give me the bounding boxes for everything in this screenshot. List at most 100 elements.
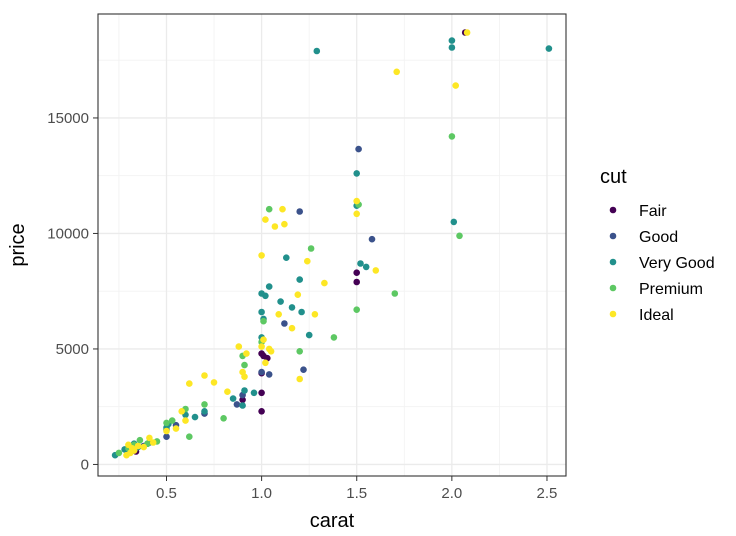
data-point-fair xyxy=(258,389,265,397)
minor-gridlines xyxy=(98,14,566,476)
legend-key-ideal xyxy=(609,310,617,318)
data-point-premium xyxy=(241,361,248,369)
data-point-good xyxy=(258,368,265,376)
data-point-premium xyxy=(265,205,273,213)
data-point-premium xyxy=(307,245,315,252)
data-point-ideal xyxy=(163,427,170,435)
data-point-premium xyxy=(136,436,144,444)
data-point-good xyxy=(300,366,307,374)
data-point-ideal xyxy=(288,324,296,332)
y-tick-label: 15000 xyxy=(47,110,89,127)
data-point-premium xyxy=(220,415,227,422)
data-point-very-good xyxy=(545,45,553,52)
data-point-premium xyxy=(448,133,456,140)
data-point-premium xyxy=(260,317,267,325)
data-point-ideal xyxy=(296,375,304,383)
data-point-ideal xyxy=(311,311,319,318)
data-point-very-good xyxy=(229,395,237,402)
data-point-ideal xyxy=(134,442,142,450)
data-point-premium xyxy=(330,334,338,341)
legend-items: Fair Good Very Good Premium Ideal xyxy=(609,203,715,324)
data-point-ideal xyxy=(210,379,218,386)
data-point-ideal xyxy=(271,223,279,230)
data-point-very-good xyxy=(262,292,269,300)
data-point-ideal xyxy=(275,311,283,318)
data-point-ideal xyxy=(149,439,157,446)
data-point-ideal xyxy=(258,343,265,350)
x-tick-label: 2.5 xyxy=(537,485,558,502)
legend-key-fair xyxy=(609,206,617,214)
data-point-ideal xyxy=(321,279,328,287)
data-point-premium xyxy=(168,417,176,424)
data-point-very-good xyxy=(277,298,284,305)
data-point-ideal xyxy=(235,343,243,350)
x-tick-label: 1.5 xyxy=(346,485,367,502)
x-axis-ticks: 0.5 1.0 1.5 2.0 2.5 xyxy=(156,476,557,502)
y-axis-title: price xyxy=(7,223,29,266)
data-point-ideal xyxy=(178,408,185,415)
data-point-very-good xyxy=(250,389,258,397)
legend-label-very-good: Very Good xyxy=(639,255,715,272)
data-point-premium xyxy=(201,401,208,408)
data-point-very-good xyxy=(201,408,208,415)
data-point-very-good xyxy=(283,254,290,261)
data-point-premium xyxy=(353,306,361,314)
legend-label-premium: Premium xyxy=(639,281,703,298)
data-point-very-good xyxy=(362,263,370,271)
data-point-ideal xyxy=(146,434,153,442)
data-point-ideal xyxy=(224,388,231,396)
data-point-very-good xyxy=(265,283,273,290)
data-point-fair xyxy=(353,278,361,286)
data-point-very-good xyxy=(357,260,364,267)
x-tick-label: 0.5 xyxy=(156,485,177,502)
data-point-ideal xyxy=(186,380,193,387)
y-tick-label: 10000 xyxy=(47,225,89,242)
data-point-ideal xyxy=(267,348,275,355)
data-point-ideal xyxy=(463,29,471,36)
legend-label-fair: Fair xyxy=(639,203,667,220)
data-point-very-good xyxy=(191,413,199,421)
data-point-ideal xyxy=(201,372,208,379)
data-point-very-good xyxy=(450,218,458,226)
data-point-premium xyxy=(391,290,399,297)
data-point-premium xyxy=(186,433,193,441)
legend-key-good xyxy=(609,232,617,240)
data-point-ideal xyxy=(393,68,401,76)
data-point-good xyxy=(355,145,362,153)
legend-key-premium xyxy=(609,284,617,292)
x-tick-label: 1.0 xyxy=(251,485,272,502)
data-point-ideal xyxy=(353,210,361,218)
data-point-good xyxy=(368,235,376,243)
x-tick-label: 2.0 xyxy=(441,485,462,502)
data-point-fair xyxy=(239,396,246,404)
data-point-premium xyxy=(115,449,123,457)
legend: cut Fair Good Very Good Premium Ideal xyxy=(600,166,715,324)
data-point-ideal xyxy=(140,443,147,451)
x-axis-title: carat xyxy=(310,510,355,532)
data-point-very-good xyxy=(258,308,265,316)
legend-key-very-good xyxy=(609,258,617,266)
data-point-ideal xyxy=(243,350,250,357)
data-point-very-good xyxy=(288,304,296,311)
data-point-ideal xyxy=(294,291,302,299)
data-point-good xyxy=(163,433,170,441)
data-point-ideal xyxy=(130,447,138,454)
data-point-ideal xyxy=(262,216,269,223)
data-point-good xyxy=(233,401,241,408)
data-point-premium xyxy=(456,232,463,240)
data-point-ideal xyxy=(452,82,460,89)
data-point-very-good xyxy=(353,170,361,177)
data-point-ideal xyxy=(372,267,380,274)
legend-label-ideal: Ideal xyxy=(639,307,674,324)
data-point-ideal xyxy=(182,417,189,424)
y-tick-label: 5000 xyxy=(56,341,89,358)
data-point-ideal xyxy=(260,336,267,344)
panel-border xyxy=(97,13,567,477)
data-point-fair xyxy=(353,269,361,277)
data-point-very-good xyxy=(448,37,456,44)
data-point-ideal xyxy=(262,359,269,367)
y-tick-label: 0 xyxy=(81,456,89,473)
data-point-ideal xyxy=(241,373,248,381)
data-points xyxy=(111,29,553,459)
